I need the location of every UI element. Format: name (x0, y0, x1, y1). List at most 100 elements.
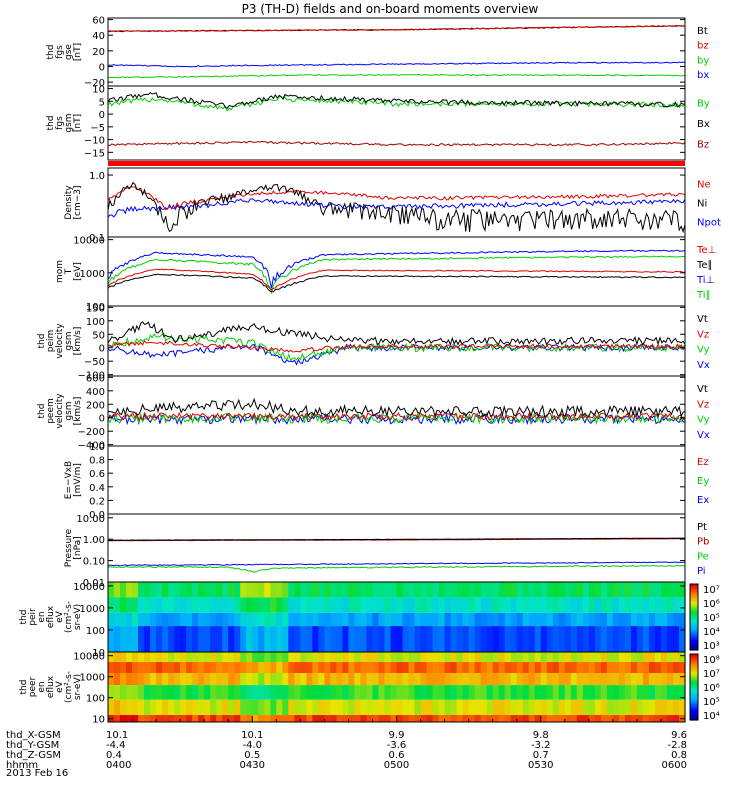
peir-eflux-cell (468, 626, 476, 652)
peir-eflux-cell (198, 582, 205, 598)
peir-eflux-cell (510, 582, 518, 598)
peir-eflux-cell (300, 597, 307, 613)
peer-eflux-cell (180, 699, 187, 716)
peir-eflux-cell (564, 582, 572, 598)
peer-eflux-cell (252, 662, 259, 674)
peir-eflux-colorbar-step (690, 618, 698, 621)
peem-velocity-ylabel-line: peem (46, 398, 56, 424)
peer-eflux-cell (432, 699, 440, 716)
peir-eflux-cell (516, 597, 524, 613)
peer-eflux-cell (210, 715, 217, 722)
peer-eflux-cell (390, 673, 398, 686)
peer-eflux-cell (666, 673, 674, 686)
fgs-gse-ylabel-line: gse (64, 44, 74, 60)
peir-eflux-cell (360, 597, 368, 613)
peer-eflux-cell (150, 699, 157, 716)
peir-eflux-cell (642, 612, 650, 627)
peer-eflux-cell (636, 652, 644, 663)
peir-eflux-cell (192, 612, 199, 627)
peer-eflux-cell (618, 673, 626, 686)
peer-eflux-colorbar-step (690, 703, 698, 706)
peir-eflux-cell (354, 626, 362, 652)
peer-eflux-cell (108, 652, 115, 663)
peer-eflux-cell (114, 662, 121, 674)
peir-eflux-cell (156, 612, 163, 627)
x-tick-label-x: 10.1 (241, 730, 263, 741)
fgs-gsm-legend-by: By (697, 98, 710, 109)
peir-eflux-cell (186, 582, 193, 598)
peir-eflux-cell (372, 582, 380, 598)
peir-eflux-cell (450, 626, 458, 652)
peer-eflux-cell (204, 685, 211, 700)
peir-eflux-cell (318, 582, 325, 598)
peer-eflux-ytick-label: 1000 (80, 673, 105, 684)
peer-eflux-cell (252, 685, 259, 700)
peer-eflux-cell (300, 699, 307, 716)
peer-eflux-cell (588, 652, 596, 663)
peer-eflux-cell (300, 685, 307, 700)
peem-velocity-legend-vz: Vz (697, 399, 709, 410)
peer-eflux-cell (600, 652, 608, 663)
peir-eflux-cell (468, 582, 476, 598)
peer-eflux-cell (642, 652, 650, 663)
peir-eflux-cell (498, 612, 506, 627)
peer-eflux-cell (600, 662, 608, 674)
peer-eflux-colorbar-step (690, 705, 698, 708)
peir-eflux-cell (444, 626, 452, 652)
peer-eflux-cell (306, 685, 313, 700)
peer-eflux-cell (432, 652, 440, 663)
peir-eflux-cell (534, 612, 542, 627)
peer-eflux-cell (330, 673, 337, 686)
fgs-gse-legend-bx: bx (697, 70, 709, 81)
peir-eflux-cell (372, 612, 380, 627)
peer-eflux-cell (330, 652, 337, 663)
peir-eflux-cell (618, 626, 626, 652)
peir-eflux-cell (390, 597, 398, 613)
peem-velocity-ytick-label: −400 (78, 441, 105, 452)
peir-eflux-cell (354, 612, 362, 627)
panel-temperature: 100 1000 10000 mom T [eV] Te⊥ Te∥ Ti⊥ Ti∥ (55, 236, 716, 313)
peer-eflux-cell (294, 685, 301, 700)
x-tick-label-z: 0.5 (244, 750, 260, 761)
peir-eflux-cell (498, 582, 506, 598)
peer-eflux-cell (234, 652, 241, 663)
peer-eflux-cell (156, 652, 163, 663)
temperature-ytick-label: 1000 (80, 269, 105, 280)
peir-eflux-cell (240, 582, 247, 598)
peer-eflux-cell (504, 652, 512, 663)
peir-eflux-colorbar-step (690, 626, 698, 630)
peir-eflux-cell (366, 597, 374, 613)
efield-ytick-label: 1.0 (89, 442, 105, 453)
peer-eflux-cell (168, 699, 175, 716)
peir-eflux-colorbar-step (690, 638, 698, 641)
peir-eflux-colorbar-step (690, 635, 698, 638)
peir-eflux-cell (228, 582, 235, 598)
peer-eflux-cell (198, 652, 205, 663)
peir-eflux-cell (558, 626, 566, 652)
peir-eflux-cell (492, 582, 500, 598)
x-axis-row-label: thd_Y-GSM (6, 740, 59, 751)
peer-eflux-cell (222, 673, 229, 686)
peer-eflux-cell (636, 699, 644, 716)
peir-eflux-cell (630, 612, 638, 627)
peer-eflux-cell (558, 715, 566, 722)
peer-eflux-cell (534, 652, 542, 663)
peer-eflux-cell (222, 715, 229, 722)
peer-eflux-cell (426, 662, 434, 674)
peir-eflux-cell (174, 626, 181, 652)
peir-eflux-cell (456, 626, 464, 652)
peer-eflux-ylabel-line: (cm²-s- (64, 671, 74, 703)
peer-eflux-cell (474, 685, 482, 700)
peir-eflux-cell (558, 582, 566, 598)
fgs-gse-ytick-label: −20 (84, 78, 105, 89)
peir-eflux-cell (522, 626, 530, 652)
x-tick-label-y: -3.6 (387, 740, 407, 751)
peir-eflux-cell (660, 612, 668, 627)
peer-eflux-cell (606, 673, 614, 686)
peir-eflux-cell (282, 582, 289, 598)
peer-eflux-cell (384, 673, 392, 686)
peer-eflux-cell (264, 685, 271, 700)
peir-eflux-cell (618, 582, 626, 598)
peir-eflux-cell (276, 612, 283, 627)
peir-eflux-cell (270, 626, 277, 652)
